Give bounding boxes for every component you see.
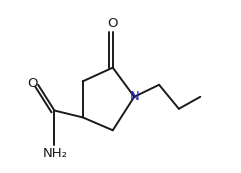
Text: O: O — [107, 17, 118, 30]
Text: N: N — [130, 90, 140, 103]
Text: NH₂: NH₂ — [43, 147, 68, 160]
Text: O: O — [27, 77, 38, 90]
